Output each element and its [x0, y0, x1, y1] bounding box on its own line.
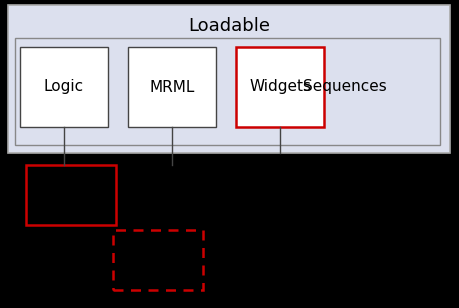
Bar [113, 230, 203, 290]
Bar [128, 47, 216, 127]
Text: Widgets: Widgets [249, 79, 311, 95]
Text: Loadable: Loadable [188, 17, 270, 35]
Bar [15, 38, 440, 145]
Text: MRML: MRML [149, 79, 195, 95]
Bar [20, 47, 108, 127]
Bar [236, 47, 324, 127]
Bar [26, 165, 116, 225]
Bar [8, 5, 450, 153]
Text: Logic: Logic [44, 79, 84, 95]
Text: Sequences: Sequences [303, 79, 387, 95]
